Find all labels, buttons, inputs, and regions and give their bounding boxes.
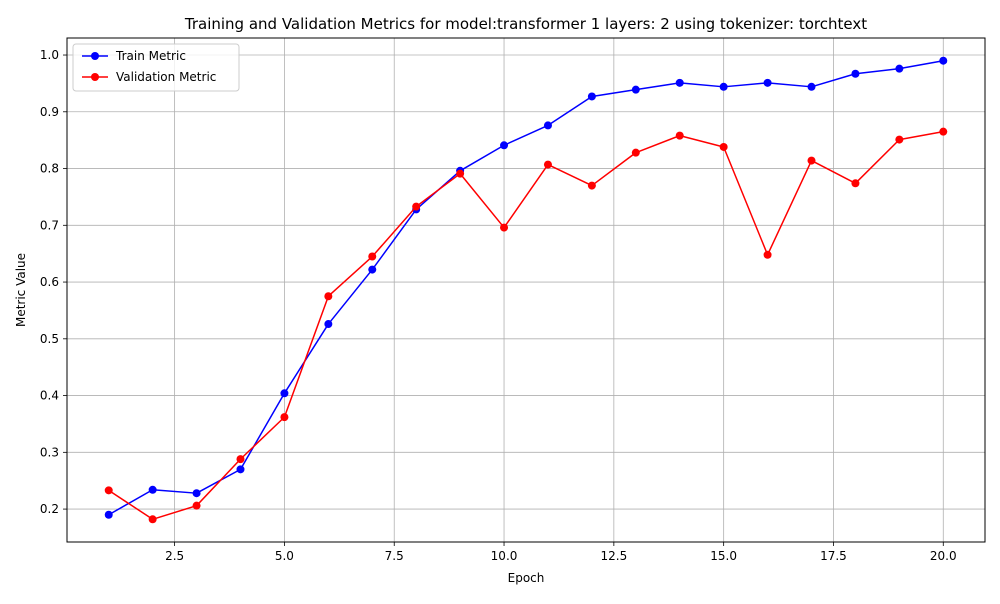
data-point-validation-metric <box>280 413 289 422</box>
data-point-train-metric <box>675 78 684 87</box>
data-point-validation-metric <box>939 127 948 136</box>
data-point-train-metric <box>719 82 728 91</box>
data-point-validation-metric <box>368 252 377 261</box>
y-tick-label: 0.9 <box>40 105 59 119</box>
x-tick-label: 15.0 <box>710 549 737 563</box>
series-layer <box>104 56 948 524</box>
plot-frame <box>66 37 986 543</box>
legend: Train Metric Validation Metric <box>72 43 240 92</box>
series-train-metric <box>104 56 948 519</box>
data-point-train-metric <box>192 489 201 498</box>
x-tick-label: 20.0 <box>930 549 957 563</box>
data-point-validation-metric <box>543 160 552 169</box>
data-point-train-metric <box>148 485 157 494</box>
y-tick-label: 0.3 <box>40 445 59 459</box>
data-point-validation-metric <box>631 148 640 157</box>
data-point-validation-metric <box>104 486 113 495</box>
x-axis-label: Epoch <box>508 571 545 585</box>
y-tick-label: 0.4 <box>40 389 59 403</box>
y-tick-label: 0.2 <box>40 502 59 516</box>
data-point-train-metric <box>939 56 948 65</box>
data-point-train-metric <box>280 389 289 398</box>
data-point-train-metric <box>587 92 596 101</box>
chart-title: Training and Validation Metrics for mode… <box>184 15 867 33</box>
x-tick-label: 12.5 <box>600 549 627 563</box>
data-point-train-metric <box>500 141 509 150</box>
legend-marker-validation <box>91 73 99 81</box>
axis-ticks: 2.5 5.0 7.5 10.0 12.5 15.0 17.5 20.0 0.2 0.3 0.4 0.… <box>40 48 957 563</box>
data-point-validation-metric <box>500 223 509 232</box>
data-point-train-metric <box>807 82 816 91</box>
x-tick-label: 5.0 <box>275 549 294 563</box>
data-point-validation-metric <box>675 131 684 140</box>
x-tick-label: 10.0 <box>491 549 518 563</box>
legend-label-validation: Validation Metric <box>116 70 216 84</box>
data-point-validation-metric <box>895 135 904 144</box>
data-point-train-metric <box>631 85 640 94</box>
data-point-train-metric <box>851 69 860 78</box>
data-point-validation-metric <box>587 181 596 190</box>
series-line-train-metric <box>108 59 944 516</box>
series-validation-metric <box>104 127 948 524</box>
data-point-validation-metric <box>236 455 245 464</box>
data-point-validation-metric <box>148 515 157 524</box>
x-tick-label: 2.5 <box>165 549 184 563</box>
data-point-validation-metric <box>324 292 333 301</box>
grid <box>67 38 985 542</box>
data-point-validation-metric <box>719 142 728 151</box>
data-point-train-metric <box>543 121 552 130</box>
legend-label-train: Train Metric <box>115 49 186 63</box>
data-point-validation-metric <box>851 179 860 188</box>
data-point-validation-metric <box>807 156 816 165</box>
series-line-validation-metric <box>108 130 944 521</box>
data-point-train-metric <box>324 320 333 329</box>
data-point-validation-metric <box>456 169 465 178</box>
data-point-train-metric <box>368 265 377 274</box>
data-point-train-metric <box>104 510 113 519</box>
y-axis-label: Metric Value <box>14 253 28 327</box>
legend-box <box>72 43 240 92</box>
y-tick-label: 0.8 <box>40 162 59 176</box>
data-point-validation-metric <box>412 202 421 211</box>
data-point-train-metric <box>895 64 904 73</box>
data-point-train-metric <box>763 78 772 87</box>
y-tick-label: 0.6 <box>40 275 59 289</box>
y-tick-label: 1.0 <box>40 48 59 62</box>
legend-marker-train <box>91 52 99 60</box>
y-tick-label: 0.5 <box>40 332 59 346</box>
data-point-validation-metric <box>192 501 201 510</box>
data-point-train-metric <box>236 465 245 474</box>
x-tick-label: 7.5 <box>385 549 404 563</box>
data-point-validation-metric <box>763 250 772 259</box>
y-tick-label: 0.7 <box>40 218 59 232</box>
x-tick-label: 17.5 <box>820 549 847 563</box>
